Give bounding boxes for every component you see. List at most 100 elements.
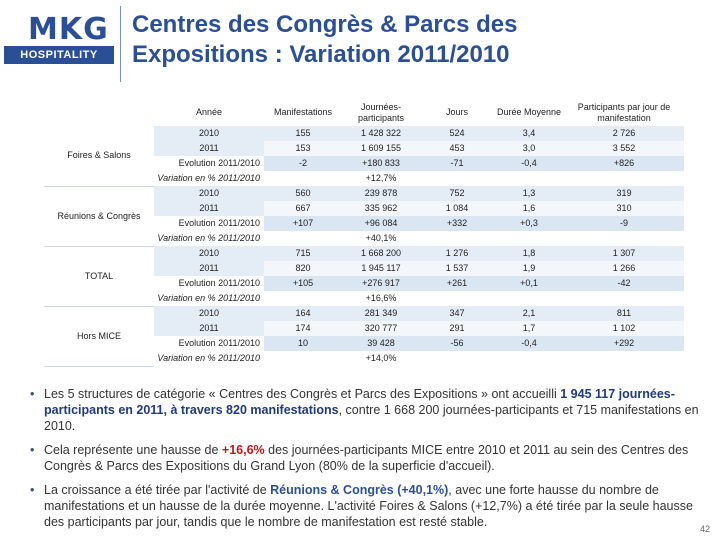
table-row: 2011 820 1 945 117 1 537 1,9 1 266: [44, 261, 684, 276]
empty-cell: [564, 351, 684, 366]
table-row: 2011 153 1 609 155 453 3,0 3 552: [44, 141, 684, 156]
empty-cell: [264, 351, 342, 366]
empty-cell: [420, 291, 494, 306]
table-cell: +96 084: [342, 216, 420, 231]
header-manifestations: Manifestations: [273, 107, 333, 117]
empty-cell: [420, 231, 494, 246]
group-label: Réunions & Congrès: [44, 186, 154, 247]
table-cell: 291: [420, 321, 494, 336]
header-duree: Durée Moyenne: [496, 107, 562, 117]
table-cell: 1,6: [494, 201, 564, 216]
empty-cell: [264, 231, 342, 246]
bullet-2-text-b: des journées-participants MICE entre 201…: [44, 443, 689, 473]
table-cell: 2010: [154, 126, 264, 141]
logo-sub: HOSPITALITY: [4, 46, 114, 64]
table-cell: 715: [264, 246, 342, 261]
table-cell: -2: [264, 156, 342, 171]
variation-label: Variation en % 2011/2010: [157, 353, 260, 363]
table-cell: 281 349: [342, 306, 420, 321]
bullet-1-highlight: 1 945 117 journées-participants en 2011,…: [44, 387, 675, 417]
table-cell: 2 726: [564, 126, 684, 141]
commentary: Les 5 structures de catégorie « Centres …: [30, 386, 700, 538]
table-cell: 347: [420, 306, 494, 321]
table-cell: 3 552: [564, 141, 684, 156]
table-cell: +332: [420, 216, 494, 231]
table-cell: 319: [564, 186, 684, 201]
table-cell: 752: [420, 186, 494, 201]
variation-value: +16,6%: [342, 291, 420, 306]
bullet-2-text-a: Cela représente une hausse de: [44, 443, 222, 457]
table-cell: 310: [564, 201, 684, 216]
header-annee: Année: [195, 107, 223, 117]
table-cell: 2011: [154, 201, 264, 216]
table-cell: -9: [564, 216, 684, 231]
title-line-2: Expositions : Variation 2011/2010: [132, 41, 510, 68]
table-cell: 1 609 155: [342, 141, 420, 156]
bullet-1-text-b: , contre 1 668 200 journées-participants…: [44, 403, 699, 433]
page-title: Centres des Congrès & Parcs des Expositi…: [132, 10, 712, 70]
table-cell: 1,7: [494, 321, 564, 336]
group-label: Hors MICE: [44, 306, 154, 367]
page-number: 42: [699, 524, 710, 534]
empty-cell: [564, 291, 684, 306]
table-row: TOTAL 2010 715 1 668 200 1 276 1,8 1 307: [44, 246, 684, 307]
table-cell: 2011: [154, 141, 264, 156]
table-cell: 1 102: [564, 321, 684, 336]
table-cell: 320 777: [342, 321, 420, 336]
bullet-1: Les 5 structures de catégorie « Centres …: [30, 386, 700, 434]
header-participants-jour: Participants par jour de manifestation: [577, 101, 671, 123]
table-cell: +0,1: [494, 276, 564, 291]
header: MKG HOSPITALITY Centres des Congrès & Pa…: [0, 0, 720, 88]
table-cell: 1,8: [494, 246, 564, 261]
table-cell: 2010: [154, 246, 264, 261]
empty-cell: [494, 171, 564, 186]
table-cell: 1 307: [564, 246, 684, 261]
variation-label: Variation en % 2011/2010: [157, 293, 260, 303]
table-cell: 453: [420, 141, 494, 156]
empty-cell: [494, 231, 564, 246]
table-cell: +105: [264, 276, 342, 291]
variation-value: +12,7%: [342, 171, 420, 186]
header-divider: [120, 6, 121, 82]
table-cell: 2010: [154, 306, 264, 321]
bullet-3-text-b: , avec une forte hausse du nombre de man…: [44, 483, 693, 529]
table-cell: -56: [420, 336, 494, 351]
table-cell: 1 945 117: [342, 261, 420, 276]
table-cell: Evolution 2011/2010: [178, 278, 260, 288]
table-cell: 2,1: [494, 306, 564, 321]
table-cell: 2010: [154, 186, 264, 201]
bullet-2: Cela représente une hausse de +16,6% des…: [30, 442, 700, 474]
empty-cell: [494, 291, 564, 306]
table-cell: +276 917: [342, 276, 420, 291]
table-cell: 811: [564, 306, 684, 321]
variation-row: Variation en % 2011/2010 +12,7%: [44, 171, 684, 186]
table-row: Evolution 2011/2010 -2 +180 833 -71 -0,4 +826: [44, 156, 684, 171]
title-line-1: Centres des Congrès & Parcs des: [132, 11, 518, 38]
logo-brand: MKG: [28, 12, 109, 47]
table-cell: 164: [264, 306, 342, 321]
group-label: TOTAL: [44, 246, 154, 307]
table-cell: 3,0: [494, 141, 564, 156]
mkg-logo: MKG HOSPITALITY: [0, 0, 118, 88]
empty-cell: [264, 171, 342, 186]
table-cell: 1,9: [494, 261, 564, 276]
table-cell: Evolution 2011/2010: [178, 218, 260, 228]
table-cell: +261: [420, 276, 494, 291]
table-row: Evolution 2011/2010 10 39 428 -56 -0,4 +292: [44, 336, 684, 351]
table-cell: 1 428 322: [342, 126, 420, 141]
table-cell: -0,4: [494, 156, 564, 171]
table-cell: 1 668 200: [342, 246, 420, 261]
table-cell: +180 833: [342, 156, 420, 171]
empty-cell: [564, 171, 684, 186]
table-cell: 155: [264, 126, 342, 141]
table-row: Evolution 2011/2010 +105 +276 917 +261 +0,1-…: [44, 276, 684, 291]
variation-value: +14,0%: [342, 351, 420, 366]
table-cell: 335 962: [342, 201, 420, 216]
table-cell: -71: [420, 156, 494, 171]
table-cell: 174: [264, 321, 342, 336]
table-cell: -42: [564, 276, 684, 291]
variation-label: Variation en % 2011/2010: [157, 173, 260, 183]
table-cell: 239 878: [342, 186, 420, 201]
table-row: Evolution 2011/2010 +107 +96 084 +332 +0,3 -9: [44, 216, 684, 231]
variation-label: Variation en % 2011/2010: [157, 233, 260, 243]
